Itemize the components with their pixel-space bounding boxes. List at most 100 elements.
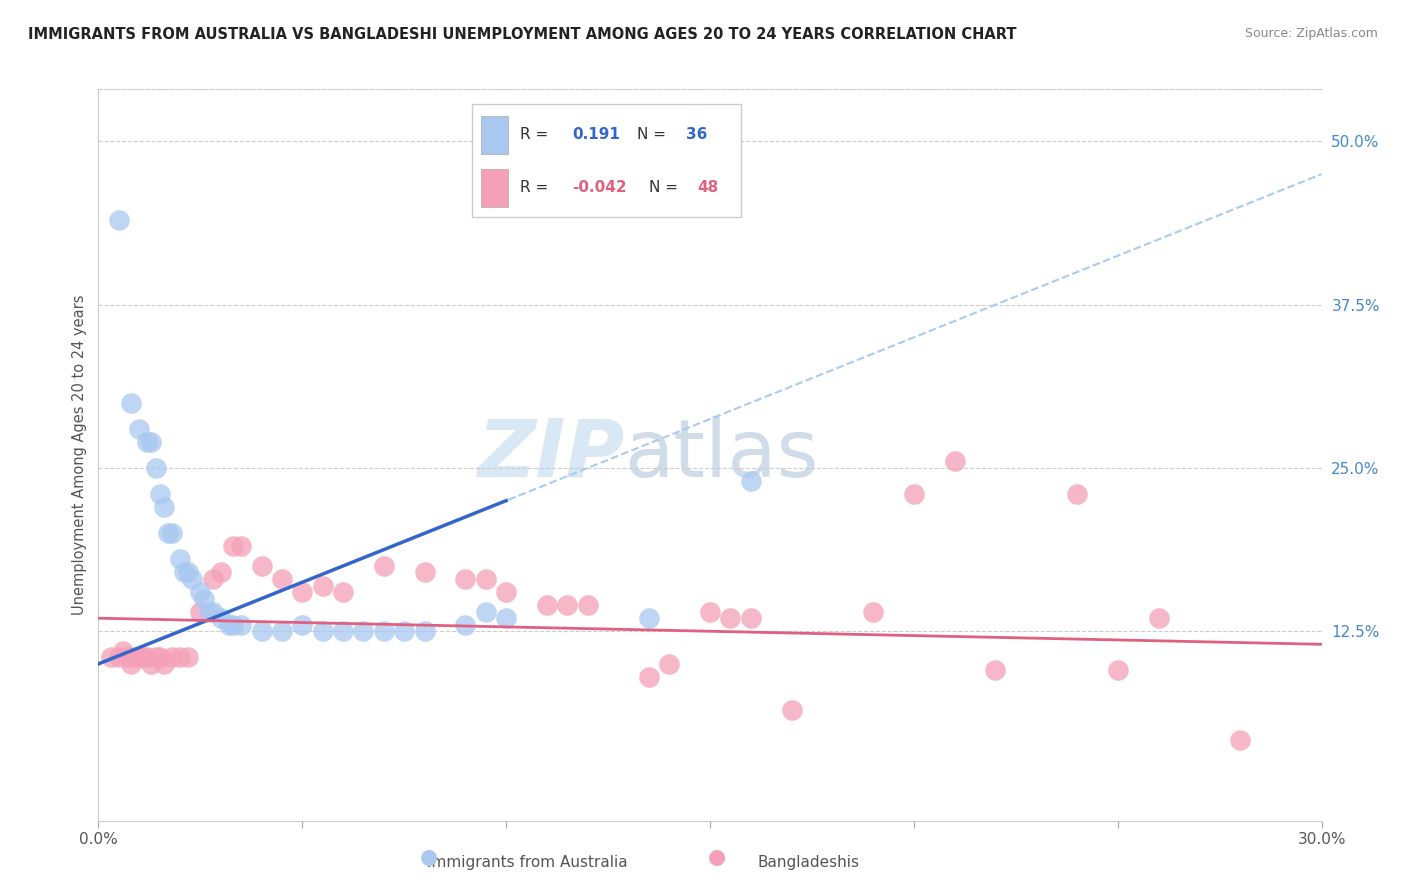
Point — [312, 578, 335, 592]
Point — [270, 572, 294, 586]
Point — [177, 650, 200, 665]
Text: R =: R = — [520, 127, 554, 142]
Point — [108, 212, 131, 227]
Point — [141, 434, 163, 449]
Point — [231, 617, 253, 632]
Point — [454, 617, 477, 632]
Point — [152, 500, 174, 515]
Point — [177, 566, 200, 580]
Point — [332, 585, 354, 599]
Point — [156, 526, 179, 541]
Text: 48: 48 — [697, 180, 718, 195]
Point — [169, 650, 191, 665]
Point — [193, 591, 215, 606]
Point — [250, 624, 273, 639]
Point — [132, 650, 155, 665]
Point — [699, 605, 721, 619]
Point — [903, 487, 925, 501]
Point — [222, 617, 245, 632]
Point — [984, 664, 1007, 678]
Point — [373, 624, 395, 639]
Point — [312, 624, 335, 639]
Point — [188, 605, 212, 619]
Point — [332, 624, 354, 639]
Text: 0.191: 0.191 — [572, 127, 620, 142]
Point — [124, 650, 146, 665]
Point — [413, 624, 436, 639]
Text: -0.042: -0.042 — [572, 180, 627, 195]
Point — [100, 650, 122, 665]
Text: R =: R = — [520, 180, 554, 195]
Point — [231, 539, 253, 553]
Point — [141, 657, 163, 671]
Point — [145, 650, 167, 665]
Point — [160, 650, 183, 665]
Y-axis label: Unemployment Among Ages 20 to 24 years: Unemployment Among Ages 20 to 24 years — [72, 294, 87, 615]
Text: Source: ZipAtlas.com: Source: ZipAtlas.com — [1244, 27, 1378, 40]
Point — [495, 611, 517, 625]
Point — [720, 611, 742, 625]
Point — [291, 617, 314, 632]
Point — [576, 598, 599, 612]
Point — [270, 624, 294, 639]
Point — [638, 670, 661, 684]
Point — [160, 526, 183, 541]
Point — [1066, 487, 1088, 501]
Point — [1107, 664, 1129, 678]
Point — [495, 585, 517, 599]
Point — [392, 624, 416, 639]
Point — [120, 657, 142, 671]
Point — [218, 617, 240, 632]
Point — [862, 605, 884, 619]
Point — [209, 611, 232, 625]
Text: atlas: atlas — [624, 416, 818, 494]
Text: N =: N = — [650, 180, 683, 195]
Point — [152, 657, 174, 671]
Point — [250, 558, 273, 573]
Text: ●: ● — [709, 847, 725, 867]
Point — [1147, 611, 1170, 625]
Point — [145, 461, 167, 475]
Text: Bangladeshis: Bangladeshis — [758, 855, 859, 870]
Point — [454, 572, 477, 586]
Point — [557, 598, 579, 612]
Point — [136, 650, 159, 665]
Bar — [481, 116, 508, 153]
Point — [197, 605, 219, 619]
Bar — [481, 169, 508, 207]
Text: N =: N = — [637, 127, 671, 142]
Point — [149, 487, 172, 501]
Point — [115, 650, 138, 665]
Point — [111, 644, 134, 658]
Point — [222, 539, 245, 553]
Text: 36: 36 — [686, 127, 707, 142]
Point — [128, 650, 150, 665]
Point — [352, 624, 374, 639]
Point — [209, 566, 232, 580]
Text: IMMIGRANTS FROM AUSTRALIA VS BANGLADESHI UNEMPLOYMENT AMONG AGES 20 TO 24 YEARS : IMMIGRANTS FROM AUSTRALIA VS BANGLADESHI… — [28, 27, 1017, 42]
Point — [373, 558, 395, 573]
Point — [740, 611, 762, 625]
Text: ●: ● — [420, 847, 437, 867]
Point — [474, 572, 498, 586]
Text: ZIP: ZIP — [477, 416, 624, 494]
Point — [201, 605, 224, 619]
Point — [108, 650, 131, 665]
Point — [658, 657, 681, 671]
Point — [169, 552, 191, 566]
Point — [120, 395, 142, 409]
Point — [780, 703, 803, 717]
Point — [188, 585, 212, 599]
Point — [943, 454, 966, 468]
Point — [201, 572, 224, 586]
Point — [128, 422, 150, 436]
Point — [536, 598, 558, 612]
Point — [413, 566, 436, 580]
Point — [474, 605, 498, 619]
Point — [136, 434, 159, 449]
Point — [1229, 732, 1251, 747]
Text: Immigrants from Australia: Immigrants from Australia — [427, 855, 627, 870]
Point — [740, 474, 762, 488]
Point — [181, 572, 204, 586]
Point — [173, 566, 195, 580]
